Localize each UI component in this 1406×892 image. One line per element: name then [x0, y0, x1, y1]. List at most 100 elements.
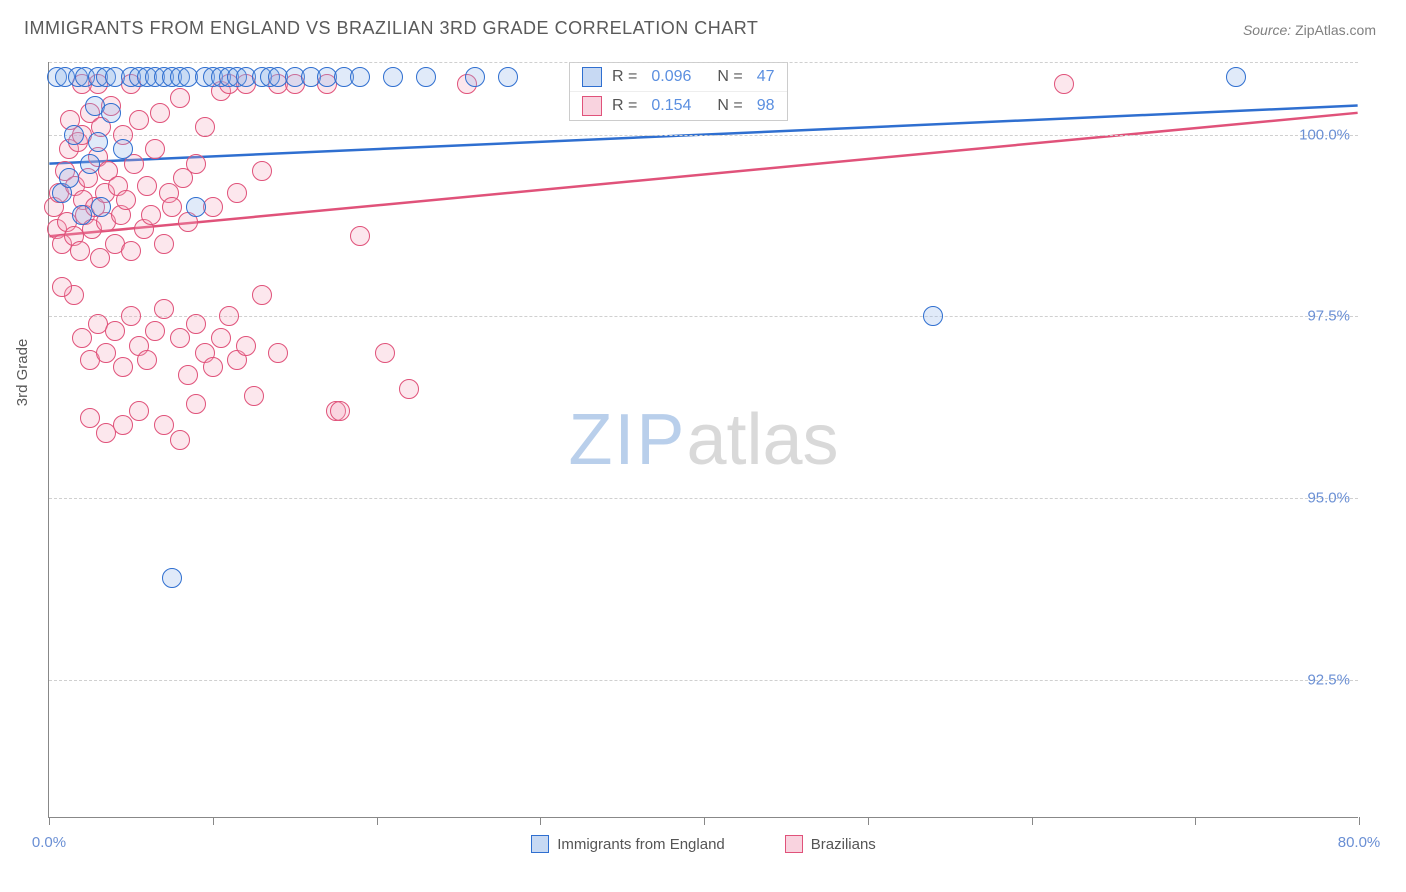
scatter-point — [211, 328, 231, 348]
scatter-point — [244, 386, 264, 406]
scatter-point — [219, 306, 239, 326]
scatter-point — [121, 241, 141, 261]
legend-r-label: R = — [612, 68, 637, 86]
scatter-point — [70, 241, 90, 261]
legend-n-value-1: 98 — [757, 97, 775, 115]
scatter-point — [268, 343, 288, 363]
scatter-point — [416, 67, 436, 87]
legend-r-value-0: 0.096 — [651, 68, 691, 86]
x-tick — [377, 817, 378, 825]
scatter-point — [162, 197, 182, 217]
grid-line-h — [49, 680, 1358, 681]
scatter-point — [113, 139, 133, 159]
watermark-part2: atlas — [686, 400, 838, 480]
scatter-point — [330, 401, 350, 421]
grid-line-h — [49, 135, 1358, 136]
scatter-point — [1054, 74, 1074, 94]
x-tick — [49, 817, 50, 825]
legend-swatch-icon — [531, 835, 549, 853]
scatter-point — [498, 67, 518, 87]
x-tick — [1195, 817, 1196, 825]
scatter-point — [113, 357, 133, 377]
scatter-point — [145, 139, 165, 159]
y-tick-label: 100.0% — [1299, 126, 1350, 143]
legend-swatch-0 — [582, 67, 602, 87]
scatter-point — [121, 306, 141, 326]
x-tick — [213, 817, 214, 825]
source-value: ZipAtlas.com — [1295, 22, 1376, 38]
legend-r-label: R = — [612, 97, 637, 115]
x-tick — [1359, 817, 1360, 825]
legend-swatch-1 — [582, 96, 602, 116]
watermark: ZIPatlas — [568, 399, 838, 481]
scatter-point — [350, 226, 370, 246]
plot-area: ZIPatlas R =0.096 N =47 R =0.154 N =98 I… — [48, 62, 1358, 818]
scatter-point — [88, 132, 108, 152]
scatter-point — [145, 321, 165, 341]
source-label: Source: — [1243, 22, 1291, 38]
scatter-point — [227, 183, 247, 203]
scatter-point — [129, 110, 149, 130]
grid-line-h — [49, 62, 1358, 63]
legend-n-value-0: 47 — [757, 68, 775, 86]
scatter-point — [186, 197, 206, 217]
regression-lines-svg — [49, 62, 1358, 817]
scatter-point — [252, 161, 272, 181]
scatter-point — [399, 379, 419, 399]
regression-line — [49, 113, 1357, 236]
y-axis-title: 3rd Grade — [14, 339, 31, 407]
scatter-point — [195, 117, 215, 137]
scatter-point — [236, 336, 256, 356]
scatter-point — [150, 103, 170, 123]
scatter-point — [137, 350, 157, 370]
scatter-point — [105, 321, 125, 341]
y-tick-label: 97.5% — [1307, 308, 1350, 325]
x-tick — [704, 817, 705, 825]
scatter-point — [186, 314, 206, 334]
x-tick — [1032, 817, 1033, 825]
scatter-point — [116, 190, 136, 210]
legend-r-value-1: 0.154 — [651, 97, 691, 115]
x-tick-label: 0.0% — [32, 834, 66, 851]
scatter-point — [101, 103, 121, 123]
series-legend: Immigrants from England Brazilians — [49, 835, 1358, 853]
scatter-point — [923, 306, 943, 326]
correlation-legend: R = 0.096 N = 47 R = 0.154 N = 98 — [569, 62, 788, 121]
legend-row-series-1: R =0.154 N =98 — [570, 91, 787, 120]
scatter-point — [383, 67, 403, 87]
scatter-point — [113, 415, 133, 435]
legend-row-series-0: R = 0.096 N = 47 — [570, 63, 787, 91]
watermark-part1: ZIP — [568, 400, 686, 480]
scatter-point — [129, 401, 149, 421]
legend-item-label-1: Brazilians — [811, 836, 876, 853]
scatter-point — [350, 67, 370, 87]
legend-n-label: N = — [717, 68, 742, 86]
scatter-point — [375, 343, 395, 363]
scatter-point — [154, 299, 174, 319]
legend-swatch-icon — [785, 835, 803, 853]
scatter-point — [154, 415, 174, 435]
chart-title: IMMIGRANTS FROM ENGLAND VS BRAZILIAN 3RD… — [24, 18, 758, 39]
scatter-point — [59, 168, 79, 188]
scatter-point — [186, 394, 206, 414]
x-tick — [868, 817, 869, 825]
scatter-point — [178, 365, 198, 385]
scatter-point — [90, 248, 110, 268]
scatter-point — [137, 176, 157, 196]
scatter-point — [91, 197, 111, 217]
scatter-point — [252, 285, 272, 305]
y-tick-label: 92.5% — [1307, 671, 1350, 688]
legend-item-1: Brazilians — [785, 835, 876, 853]
scatter-point — [186, 154, 206, 174]
scatter-point — [203, 357, 223, 377]
scatter-point — [96, 343, 116, 363]
scatter-point — [52, 277, 72, 297]
x-tick-label: 80.0% — [1338, 834, 1381, 851]
scatter-point — [170, 430, 190, 450]
scatter-point — [162, 568, 182, 588]
scatter-point — [154, 234, 174, 254]
grid-line-h — [49, 316, 1358, 317]
scatter-point — [72, 205, 92, 225]
scatter-point — [170, 88, 190, 108]
scatter-point — [1226, 67, 1246, 87]
